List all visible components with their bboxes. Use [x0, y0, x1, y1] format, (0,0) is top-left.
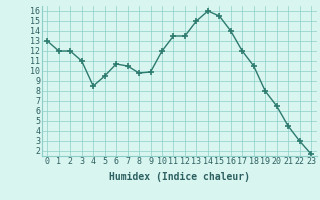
X-axis label: Humidex (Indice chaleur): Humidex (Indice chaleur) — [109, 172, 250, 182]
